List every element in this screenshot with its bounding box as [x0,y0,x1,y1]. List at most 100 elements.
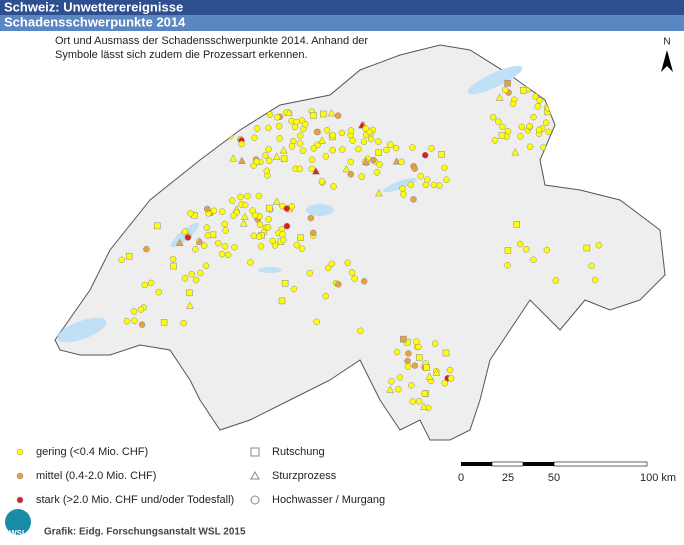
event-marker [344,259,351,267]
event-marker [499,123,506,131]
event-marker [262,152,269,159]
legend-swatch [16,448,24,456]
event-marker [210,207,218,215]
event-marker [393,348,401,356]
event-marker [308,156,316,164]
event-marker [411,165,419,172]
event-marker [195,237,204,245]
event-marker [263,167,271,175]
event-marker [275,122,283,130]
event-markers [118,80,603,412]
event-marker [256,221,264,228]
event-marker [498,132,506,139]
event-marker [442,349,450,357]
legend-label: stark (>2.0 Mio. CHF und/oder Todesfall) [36,494,234,506]
event-marker [192,245,199,253]
event-marker [185,301,194,309]
event-marker [308,165,315,173]
event-marker [355,145,362,153]
logo-text: WSL [9,529,27,538]
event-marker [200,242,208,249]
event-marker [253,125,261,132]
event-marker [229,154,238,162]
event-marker [358,173,365,180]
event-marker [181,275,189,282]
event-marker [530,256,537,263]
event-marker [413,338,420,346]
event-marker [192,276,200,284]
event-marker [423,176,431,183]
event-marker [410,196,417,203]
event-marker [227,122,235,130]
event-marker [423,364,430,371]
event-marker [387,141,394,148]
event-marker [373,169,381,176]
event-marker [367,135,375,143]
event-marker [328,260,336,268]
event-marker [222,227,229,234]
event-marker [436,182,443,189]
event-marker [298,245,306,253]
event-marker [249,207,256,214]
event-marker [545,105,552,112]
event-marker [272,197,281,205]
legend-label: Hochwasser / Murgang [272,494,385,506]
event-marker [446,366,454,374]
event-marker [279,146,288,154]
event-marker [335,281,342,288]
scale-label: 0 [458,472,464,484]
event-marker [227,132,234,140]
event-marker [323,127,331,134]
event-marker [347,171,355,178]
event-marker [241,201,249,209]
event-marker [416,354,423,361]
event-marker [502,86,509,94]
event-marker [404,357,411,365]
event-marker [318,178,326,185]
event-marker [322,153,330,160]
event-marker [591,276,599,284]
event-marker [310,145,318,152]
event-marker [310,229,317,237]
event-marker [530,113,537,121]
event-marker [197,269,204,277]
north-label: N [663,37,670,48]
credit: Grafik: Eidg. Forschungsanstalt WSL 2015 [44,527,246,538]
event-marker [154,222,161,230]
event-marker [376,161,383,168]
event-marker [238,140,245,148]
event-marker [520,86,527,94]
event-marker [495,118,502,125]
event-marker [118,256,125,264]
event-marker [155,288,162,296]
event-marker [489,113,497,121]
event-marker [504,247,512,254]
event-marker [131,317,138,324]
event-marker [250,232,258,239]
event-marker [253,158,261,165]
event-marker [432,368,441,376]
event-marker [123,317,131,325]
event-marker [504,127,512,135]
event-marker [495,93,504,101]
event-marker [342,164,351,173]
event-marker [240,212,249,220]
event-marker [215,239,222,247]
event-marker [312,167,320,175]
event-marker [329,131,337,139]
event-marker [405,350,412,357]
event-marker [310,112,317,119]
event-marker [170,262,177,270]
event-marker [362,125,369,132]
event-marker [296,132,304,139]
event-marker [513,221,520,228]
subtitle: Schadensschwerpunkte 2014 [4,14,186,29]
event-marker [419,402,428,410]
event-marker [255,192,263,200]
scale-label: 100 km [640,472,676,484]
event-marker [400,335,407,343]
north-arrow [661,50,673,72]
description-line: Symbole lässt sich zudem die Prozessart … [55,49,308,61]
event-marker [518,123,526,131]
